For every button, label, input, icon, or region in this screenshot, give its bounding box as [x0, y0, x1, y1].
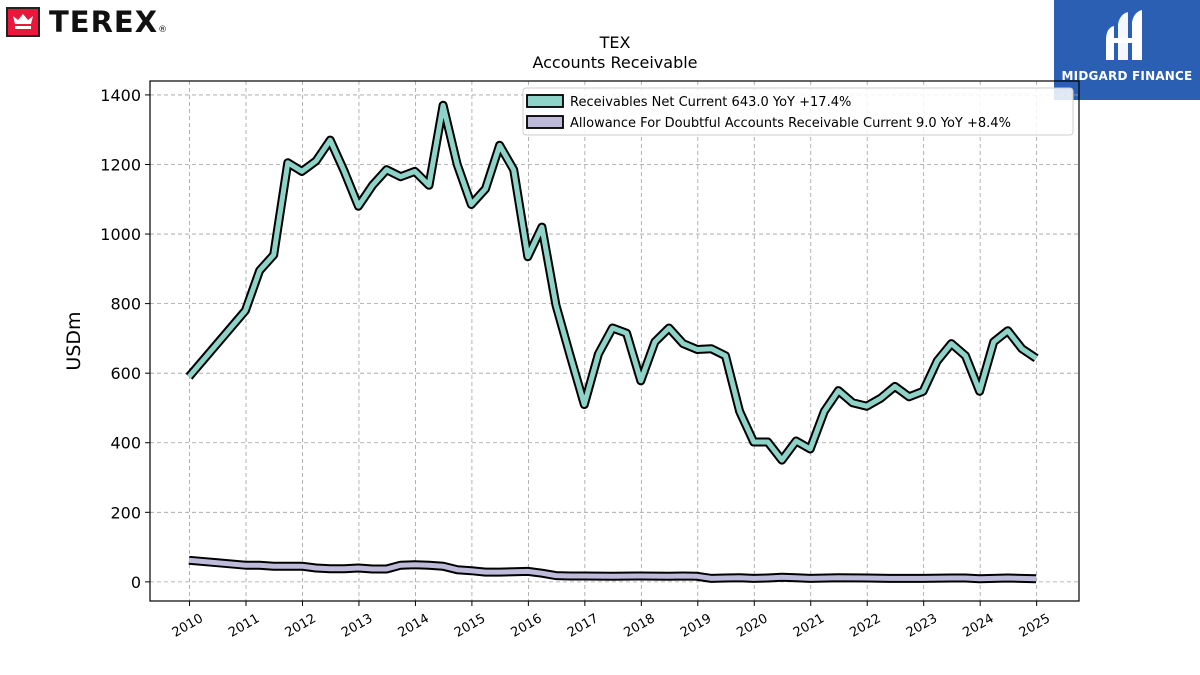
- x-tick-label: 2020: [734, 611, 770, 641]
- chart-title: TEX: [599, 33, 631, 52]
- x-tick-label: 2011: [226, 611, 262, 641]
- midgard-finance-emblem-icon: [1106, 10, 1142, 60]
- plot-frame: [149, 80, 1080, 602]
- y-tick-label: 200: [110, 503, 141, 522]
- y-tick-label: 1400: [100, 86, 141, 105]
- grid-lines: [150, 81, 1079, 601]
- terex-crown-icon: [6, 7, 40, 37]
- legend-label-1: Receivables Net Current 643.0 YoY +17.4%: [570, 95, 851, 110]
- legend-label-2: Allowance For Doubtful Accounts Receivab…: [570, 116, 1011, 131]
- x-tick-label: 2015: [452, 611, 488, 641]
- x-tick-label: 2012: [283, 611, 319, 641]
- x-tick-label: 2025: [1017, 611, 1053, 641]
- legend-swatch-2: [526, 115, 564, 129]
- y-axis-label: USDm: [63, 311, 85, 370]
- legend-swatch-1: [526, 94, 564, 108]
- x-tick-label: 2023: [904, 611, 940, 641]
- legend-box: [522, 87, 1074, 136]
- series-lines: [185, 100, 1039, 584]
- x-tick-label: 2019: [678, 611, 714, 641]
- y-tick-label: 400: [110, 434, 141, 453]
- x-tick-label: 2013: [339, 611, 375, 641]
- x-tick-label: 2018: [621, 611, 657, 641]
- x-tick-label: 2014: [396, 611, 432, 641]
- x-tick-label: 2021: [791, 611, 827, 641]
- series-1-line: [187, 102, 1038, 463]
- registered-mark: ®: [158, 25, 168, 35]
- series-2-line: [188, 557, 1037, 582]
- terex-logo-text: TEREX: [49, 5, 159, 39]
- chart-subtitle: Accounts Receivable: [532, 53, 698, 72]
- y-tick-label: 0: [131, 573, 141, 592]
- x-tick-label: 2022: [847, 611, 883, 641]
- x-tick-label: 2024: [960, 611, 996, 641]
- legend: Receivables Net Current 643.0 YoY +17.4%…: [522, 87, 1074, 136]
- y-tick-label: 1200: [100, 155, 141, 174]
- x-tick-label: 2017: [565, 611, 601, 641]
- x-tick-label: 2016: [509, 611, 545, 641]
- midgard-finance-text: MIDGARD FINANCE: [1061, 69, 1193, 83]
- y-tick-label: 800: [110, 295, 141, 314]
- midgard-finance-logo: MIDGARD FINANCE: [1054, 0, 1200, 100]
- y-tick-label: 600: [110, 364, 141, 383]
- x-tick-label: 2010: [170, 611, 206, 641]
- terex-logo: TEREX ®: [6, 5, 167, 39]
- y-tick-label: 1000: [100, 225, 141, 244]
